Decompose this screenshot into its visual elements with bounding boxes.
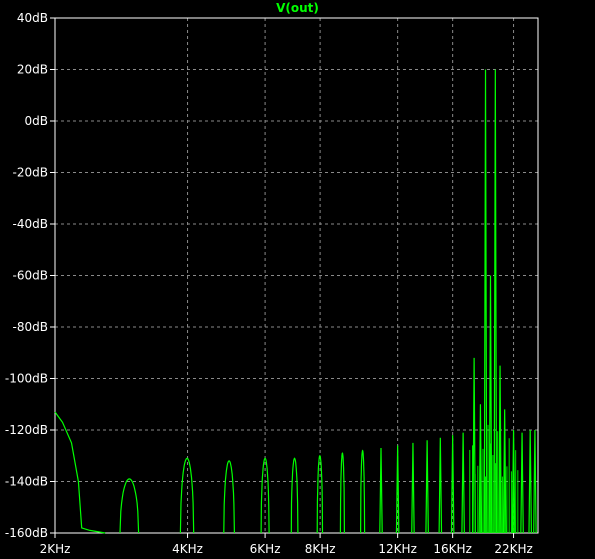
y-axis: 40dB 20dB 0dB -20dB -40dB -60dB -80dB -100dB -12… xyxy=(5,11,55,540)
spectral-spike xyxy=(438,437,443,534)
series-vout xyxy=(54,69,537,534)
y-tick-label: -20dB xyxy=(13,166,48,180)
y-tick-label: -160dB xyxy=(5,526,48,540)
x-tick-label: 16KHz xyxy=(433,542,471,556)
x-tick-label: 8KHz xyxy=(305,542,336,556)
spectral-spike xyxy=(528,429,532,534)
chart-title: V(out) xyxy=(276,1,319,15)
y-tick-label: 40dB xyxy=(17,11,48,25)
spectral-spike xyxy=(493,69,498,534)
y-tick-label: -40dB xyxy=(13,217,48,231)
y-tick-label: 0dB xyxy=(25,114,48,128)
spectral-spike xyxy=(478,404,483,534)
spectral-spike xyxy=(379,448,383,534)
x-tick-label: 22KHz xyxy=(494,542,532,556)
spectral-spike xyxy=(502,409,507,534)
spectral-spike xyxy=(425,440,429,534)
spectral-spike xyxy=(411,442,415,534)
spectral-spike xyxy=(483,69,488,534)
x-tick-label: 6KHz xyxy=(250,542,281,556)
y-tick-label: -140dB xyxy=(5,475,48,489)
harmonic-lobe xyxy=(339,452,345,534)
spectral-spike xyxy=(511,429,516,534)
harmonic-lobe xyxy=(223,460,235,534)
x-tick-label: 2KHz xyxy=(40,542,71,556)
low-frequency-rolloff xyxy=(54,411,106,534)
harmonic-lobe xyxy=(260,457,270,534)
spectral-spike xyxy=(461,432,465,534)
harmonic-lobe xyxy=(360,449,366,534)
harmonic-lobe xyxy=(290,457,299,534)
grid-lines xyxy=(55,18,538,533)
spectral-spike xyxy=(520,432,524,534)
y-tick-label: -60dB xyxy=(13,269,48,283)
harmonic-lobe xyxy=(316,455,324,534)
y-tick-label: 20dB xyxy=(17,63,48,77)
harmonic-lobe xyxy=(179,457,195,534)
spectral-spike xyxy=(533,429,537,534)
spectral-spike xyxy=(450,435,455,534)
y-tick-label: -100dB xyxy=(5,372,48,386)
spectral-spike xyxy=(488,275,493,534)
x-axis: 2KHz 4KHz 6KHz 8KHz 12KHz 16KHz 22KHz xyxy=(40,533,533,556)
harmonic-lobe xyxy=(119,478,140,534)
y-tick-label: -80dB xyxy=(13,320,48,334)
y-tick-label: -120dB xyxy=(5,423,48,437)
x-tick-label: 4KHz xyxy=(172,542,203,556)
spectral-spike xyxy=(498,365,502,534)
spectral-spike xyxy=(395,445,400,534)
x-tick-label: 12KHz xyxy=(378,542,416,556)
